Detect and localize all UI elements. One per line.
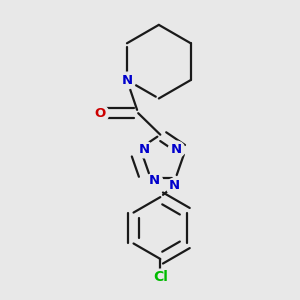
- Text: N: N: [139, 142, 150, 155]
- Text: N: N: [169, 179, 180, 192]
- Text: Cl: Cl: [153, 270, 168, 284]
- Text: N: N: [171, 142, 182, 155]
- Text: N: N: [122, 74, 133, 87]
- Text: N: N: [148, 174, 160, 187]
- Text: O: O: [94, 107, 106, 120]
